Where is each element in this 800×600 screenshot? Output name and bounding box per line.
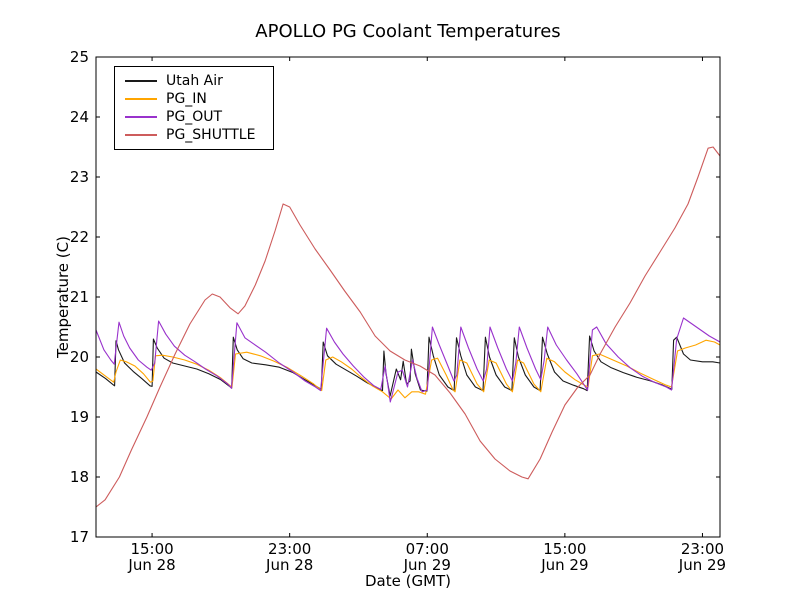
y-tick-label: 23 bbox=[70, 168, 89, 186]
legend-line-swatch bbox=[125, 80, 157, 82]
x-tick-label-date: Jun 28 bbox=[265, 556, 313, 574]
legend-item-label: Utah Air bbox=[166, 73, 223, 89]
y-tick-label: 25 bbox=[70, 48, 89, 66]
legend-item-pg-shuttle: PG_SHUTTLE bbox=[125, 126, 261, 144]
legend-item-pg-out: PG_OUT bbox=[125, 108, 261, 126]
x-tick-label-date: Jun 29 bbox=[403, 556, 451, 574]
legend-item-label: PG_IN bbox=[166, 91, 207, 107]
x-tick-label-time: 23:00 bbox=[681, 540, 724, 558]
y-axis-label: Temperature (C) bbox=[54, 236, 72, 358]
y-tick-label: 21 bbox=[70, 288, 89, 306]
y-tick-label: 17 bbox=[70, 528, 89, 546]
x-tick-label-time: 07:00 bbox=[406, 540, 449, 558]
x-tick-label-date: Jun 28 bbox=[127, 556, 175, 574]
legend-item-utah-air: Utah Air bbox=[125, 72, 261, 90]
y-tick-label: 18 bbox=[70, 468, 89, 486]
x-tick-label-time: 15:00 bbox=[543, 540, 586, 558]
chart-title: APOLLO PG Coolant Temperatures bbox=[255, 21, 561, 42]
legend-item-pg-in: PG_IN bbox=[125, 90, 261, 108]
y-tick-label: 24 bbox=[70, 108, 89, 126]
y-tick-label: 19 bbox=[70, 408, 89, 426]
series-line-pg-in bbox=[95, 339, 721, 400]
legend-item-label: PG_OUT bbox=[166, 109, 223, 125]
x-tick-label-date: Jun 29 bbox=[678, 556, 726, 574]
legend-line-swatch bbox=[125, 98, 157, 100]
x-tick-label-time: 23:00 bbox=[268, 540, 311, 558]
legend-item-label: PG_SHUTTLE bbox=[166, 127, 256, 143]
legend-line-swatch bbox=[125, 134, 157, 136]
y-tick-label: 22 bbox=[70, 228, 89, 246]
series-line-pg-out bbox=[95, 317, 721, 403]
x-axis-label: Date (GMT) bbox=[364, 572, 452, 590]
legend: Utah Air PG_IN PG_OUT PG_SHUTTLE bbox=[114, 66, 274, 150]
series-line-pg-shuttle bbox=[95, 146, 721, 508]
y-tick-label: 20 bbox=[70, 348, 89, 366]
legend-line-swatch bbox=[125, 116, 157, 118]
x-tick-label-time: 15:00 bbox=[130, 540, 173, 558]
x-tick-label-date: Jun 29 bbox=[540, 556, 588, 574]
